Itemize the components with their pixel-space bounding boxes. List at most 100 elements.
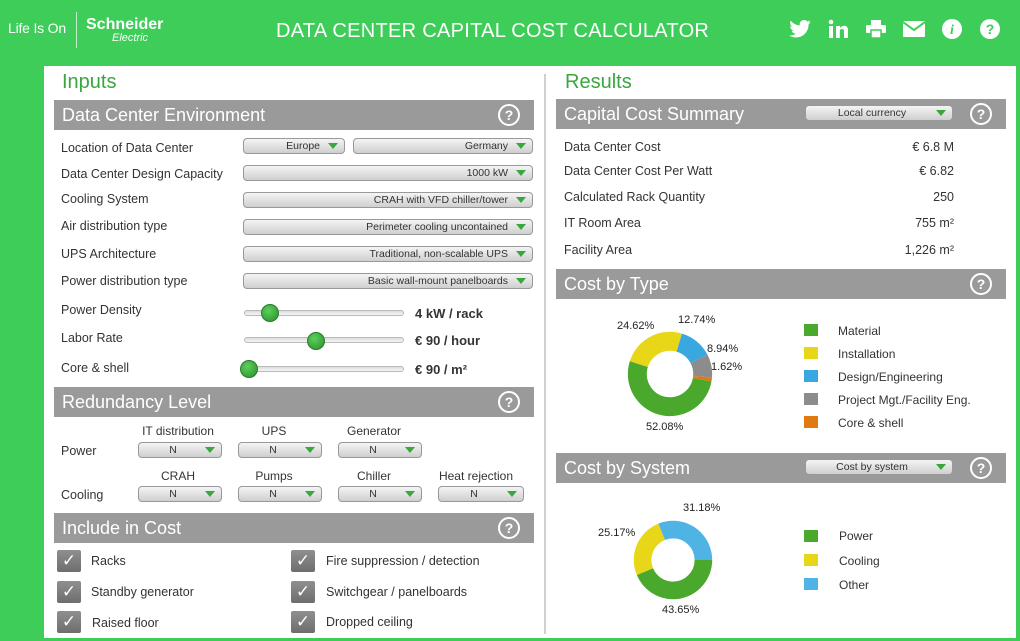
generator-select[interactable]: N: [338, 442, 422, 458]
capacity-select[interactable]: 1000 kW: [243, 165, 533, 181]
legend-swatch: [804, 578, 818, 590]
print-icon[interactable]: [864, 17, 888, 41]
system-help-icon[interactable]: ?: [970, 457, 992, 479]
inputs-heading: Inputs: [62, 71, 117, 93]
help-icon[interactable]: ?: [978, 17, 1002, 41]
type-pct-core: 1.62%: [711, 361, 743, 373]
schneider-logo[interactable]: Schneider Electric: [86, 17, 176, 47]
ups-value: Traditional, non-scalable UPS: [369, 248, 508, 260]
chevron-down-icon: [405, 491, 415, 497]
density-label: Power Density: [61, 303, 142, 317]
region-select[interactable]: Europe: [243, 138, 345, 154]
summary-row-label: Facility Area: [564, 243, 633, 257]
chevron-down-icon: [516, 170, 526, 176]
labor-slider-thumb[interactable]: [306, 332, 325, 350]
power-dist-label: Power distribution type: [61, 274, 188, 288]
summary-row-label: IT Room Area: [564, 216, 641, 230]
capacity-label: Data Center Design Capacity: [61, 167, 223, 181]
legend-label-design: Design/Engineering: [838, 370, 943, 384]
generator-value: N: [369, 444, 377, 456]
standby-generator-checkbox[interactable]: ✓: [57, 581, 81, 603]
cost-by-type-donut: [627, 331, 713, 417]
chevron-down-icon: [205, 491, 215, 497]
currency-select[interactable]: Local currency: [805, 105, 953, 121]
core-slider[interactable]: [244, 366, 404, 372]
brand-name: Schneider: [86, 16, 164, 33]
column-divider: [544, 74, 546, 634]
cooling-row-label: Cooling: [61, 488, 104, 502]
summary-row-value: 1,226 m²: [904, 243, 954, 257]
pumps-select[interactable]: N: [238, 486, 322, 502]
it-distribution-value: N: [169, 444, 177, 456]
col-it-distribution: IT distribution: [142, 424, 214, 438]
power-dist-select[interactable]: Basic wall-mount panelboards: [243, 273, 533, 289]
chevron-down-icon: [305, 447, 315, 453]
summary-row-label: Calculated Rack Quantity: [564, 190, 706, 204]
system-section-title: Cost by System: [564, 458, 691, 478]
power-dist-value: Basic wall-mount panelboards: [367, 275, 508, 287]
chevron-down-icon: [516, 278, 526, 284]
legend-label-material: Material: [838, 324, 881, 338]
racks-checkbox[interactable]: ✓: [57, 550, 81, 572]
twitter-icon[interactable]: [788, 17, 812, 41]
main-panel: Inputs Data Center Environment ? Locatio…: [44, 66, 1016, 638]
email-icon[interactable]: [902, 17, 926, 41]
type-help-icon[interactable]: ?: [970, 273, 992, 295]
env-help-icon[interactable]: ?: [498, 104, 520, 126]
chiller-select[interactable]: N: [338, 486, 422, 502]
core-slider-thumb[interactable]: [240, 360, 258, 378]
air-select[interactable]: Perimeter cooling uncontained: [243, 219, 533, 235]
legend-label-installation: Installation: [838, 347, 896, 361]
region-value: Europe: [286, 140, 320, 152]
system-select[interactable]: Cost by system: [805, 459, 953, 475]
type-pct-material: 52.08%: [646, 421, 684, 433]
core-value: € 90 / m²: [415, 362, 468, 377]
linkedin-icon[interactable]: [826, 17, 850, 41]
redundancy-help-icon[interactable]: ?: [498, 391, 520, 413]
system-select-value: Cost by system: [836, 461, 908, 473]
logo-divider: [76, 12, 77, 48]
air-label: Air distribution type: [61, 219, 168, 233]
core-label: Core & shell: [61, 361, 130, 375]
chevron-down-icon: [328, 143, 338, 149]
fire-suppression-checkbox[interactable]: ✓: [291, 550, 315, 572]
type-pct-installation: 24.62%: [617, 320, 655, 332]
location-label: Location of Data Center: [61, 141, 194, 155]
air-value: Perimeter cooling uncontained: [366, 221, 508, 233]
brand-sub: Electric: [112, 32, 149, 44]
env-section-title: Data Center Environment: [62, 105, 266, 125]
raised-floor-checkbox[interactable]: ✓: [57, 611, 81, 633]
density-slider[interactable]: [244, 310, 404, 316]
ups-select[interactable]: Traditional, non-scalable UPS: [243, 246, 533, 262]
summary-row-value: 250: [933, 190, 954, 204]
include-section-title: Include in Cost: [62, 518, 182, 538]
type-pct-project: 8.94%: [707, 343, 739, 355]
summary-row-label: Data Center Cost: [564, 140, 661, 154]
crah-select[interactable]: N: [138, 486, 222, 502]
chevron-down-icon: [305, 491, 315, 497]
col-generator: Generator: [346, 424, 402, 438]
env-section-bar: Data Center Environment ?: [54, 100, 534, 130]
donut-slice-installation: [627, 331, 713, 417]
system-pct-power: 43.65%: [662, 604, 700, 616]
cooling-select[interactable]: CRAH with VFD chiller/tower: [243, 192, 533, 208]
app-header: Life Is On Schneider Electric DATA CENTE…: [0, 0, 1020, 66]
legend-label-project: Project Mgt./Facility Eng.: [838, 393, 971, 407]
include-help-icon[interactable]: ?: [498, 517, 520, 539]
ups-redundancy-select[interactable]: N: [238, 442, 322, 458]
legend-label-core: Core & shell: [838, 416, 904, 430]
legend-swatch: [804, 347, 818, 359]
summary-help-icon[interactable]: ?: [970, 103, 992, 125]
results-heading: Results: [565, 71, 632, 93]
heat-rejection-select[interactable]: N: [438, 486, 524, 502]
switchgear-checkbox[interactable]: ✓: [291, 581, 315, 603]
cost-by-system-donut: [633, 520, 713, 600]
legend-swatch: [804, 530, 818, 542]
country-select[interactable]: Germany: [353, 138, 533, 154]
density-slider-thumb[interactable]: [261, 304, 280, 322]
dropped-ceiling-checkbox[interactable]: ✓: [291, 611, 315, 633]
svg-text:?: ?: [986, 21, 995, 37]
it-distribution-select[interactable]: N: [138, 442, 222, 458]
info-icon[interactable]: i: [940, 17, 964, 41]
raised-floor-label: Raised floor: [92, 616, 159, 630]
